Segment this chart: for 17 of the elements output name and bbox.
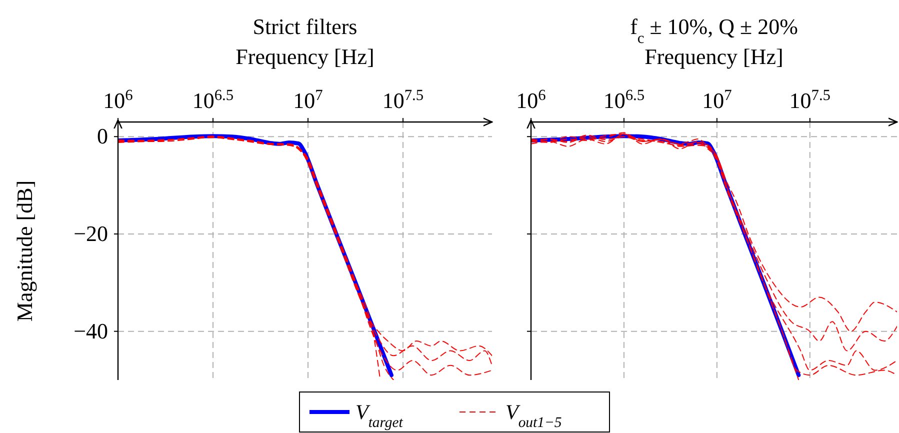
x-tick-label: 10$^{7.5}$ bbox=[382, 86, 424, 113]
x-axis-title: Frequency [Hz] bbox=[644, 44, 784, 69]
y-tick-label: 0 bbox=[97, 124, 108, 149]
x-tick-label: 10$^{6.5}$ bbox=[192, 86, 234, 113]
x-tick-label: 10$^{6}$ bbox=[103, 86, 134, 113]
legend-label: V$_{target}$ bbox=[356, 400, 404, 431]
x-tick-label: 10$^{7.5}$ bbox=[789, 86, 831, 113]
y-tick-label: −20 bbox=[74, 220, 108, 246]
chart-title: f$_{c}$ ± 10%, Q ± 20% bbox=[630, 14, 798, 46]
x-tick-label: 10$^{7}$ bbox=[293, 86, 324, 113]
x-tick-label: 10$^{6.5}$ bbox=[603, 86, 645, 113]
x-tick-label: 10$^{7}$ bbox=[702, 86, 732, 113]
y-tick-label: −40 bbox=[74, 318, 108, 344]
y-axis-title: Magnitude [dB] bbox=[12, 180, 37, 322]
chart-title: Strict filters bbox=[252, 14, 358, 39]
x-tick-label: 10$^{6}$ bbox=[516, 86, 546, 113]
x-axis-title: Frequency [Hz] bbox=[236, 44, 374, 69]
